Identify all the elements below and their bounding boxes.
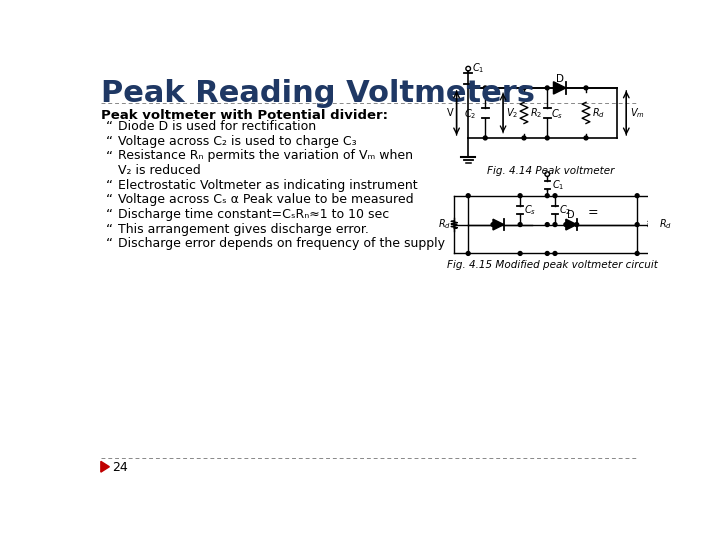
- Text: Electrostatic Voltmeter as indicating instrument: Electrostatic Voltmeter as indicating in…: [118, 179, 418, 192]
- Circle shape: [584, 86, 588, 90]
- Text: Fig. 4.15 Modified peak voltmeter circuit: Fig. 4.15 Modified peak voltmeter circui…: [447, 260, 658, 269]
- Circle shape: [522, 86, 526, 90]
- Circle shape: [467, 252, 470, 255]
- Circle shape: [584, 136, 588, 140]
- Circle shape: [522, 136, 526, 140]
- Circle shape: [483, 136, 487, 140]
- Text: Voltage across C₂ is used to charge C₃: Voltage across C₂ is used to charge C₃: [118, 135, 356, 148]
- Text: Diode D is used for rectification: Diode D is used for rectification: [118, 120, 316, 133]
- Text: D: D: [567, 211, 575, 220]
- Text: “: “: [106, 208, 112, 222]
- Circle shape: [518, 222, 522, 226]
- Text: $C_s$: $C_s$: [551, 107, 563, 122]
- Text: This arrangement gives discharge error.: This arrangement gives discharge error.: [118, 222, 369, 235]
- Circle shape: [545, 86, 549, 90]
- Circle shape: [545, 222, 549, 226]
- Text: $R_d$: $R_d$: [593, 106, 606, 120]
- Text: “: “: [106, 179, 112, 193]
- Polygon shape: [101, 461, 109, 472]
- Text: $C_1$: $C_1$: [472, 61, 485, 75]
- Text: “: “: [106, 222, 112, 237]
- Circle shape: [635, 194, 639, 198]
- Circle shape: [467, 194, 470, 198]
- Text: $R_2$: $R_2$: [530, 106, 543, 120]
- Circle shape: [491, 222, 495, 226]
- Text: Voltage across Cₛ α Peak value to be measured: Voltage across Cₛ α Peak value to be mea…: [118, 193, 413, 206]
- Text: V₂ is reduced: V₂ is reduced: [118, 164, 201, 177]
- Text: $C_2$: $C_2$: [559, 203, 571, 217]
- Text: $C_1$: $C_1$: [552, 178, 564, 192]
- Circle shape: [545, 194, 549, 198]
- Text: “: “: [106, 120, 112, 134]
- Text: Peak Reading Voltmeters: Peak Reading Voltmeters: [101, 79, 535, 107]
- Text: $V_2$: $V_2$: [506, 106, 518, 120]
- Circle shape: [553, 222, 557, 226]
- Text: “: “: [106, 193, 112, 207]
- Circle shape: [635, 252, 639, 255]
- Polygon shape: [554, 82, 566, 94]
- Polygon shape: [493, 219, 504, 230]
- Text: Discharge error depends on frequency of the supply: Discharge error depends on frequency of …: [118, 237, 445, 250]
- Circle shape: [545, 136, 549, 140]
- Text: Fig. 4.14 Peak voltmeter: Fig. 4.14 Peak voltmeter: [487, 166, 614, 177]
- Text: $C_s$: $C_s$: [524, 203, 536, 217]
- Circle shape: [635, 222, 639, 226]
- Text: Peak voltmeter with Potential divider:: Peak voltmeter with Potential divider:: [101, 109, 388, 122]
- Circle shape: [518, 252, 522, 255]
- Circle shape: [518, 194, 522, 198]
- Circle shape: [545, 252, 549, 255]
- Text: $=$: $=$: [585, 204, 599, 217]
- Polygon shape: [566, 219, 577, 230]
- Circle shape: [553, 252, 557, 255]
- Circle shape: [483, 86, 487, 90]
- Circle shape: [564, 222, 568, 226]
- Text: 24: 24: [112, 461, 127, 474]
- Text: “: “: [106, 237, 112, 251]
- Text: “: “: [106, 135, 112, 149]
- Text: $C_2$: $C_2$: [464, 107, 476, 122]
- Circle shape: [553, 194, 557, 198]
- Text: D: D: [556, 74, 564, 84]
- Text: $V_m$: $V_m$: [630, 106, 645, 120]
- Circle shape: [575, 222, 579, 226]
- Text: Discharge time constant=CₛRₙ≈1 to 10 sec: Discharge time constant=CₛRₙ≈1 to 10 sec: [118, 208, 389, 221]
- Text: Resistance Rₙ permits the variation of Vₘ when: Resistance Rₙ permits the variation of V…: [118, 150, 413, 163]
- Text: V: V: [447, 108, 454, 118]
- Text: $R_d$: $R_d$: [659, 218, 672, 232]
- Text: “: “: [106, 150, 112, 164]
- Text: $R_d$: $R_d$: [438, 218, 451, 232]
